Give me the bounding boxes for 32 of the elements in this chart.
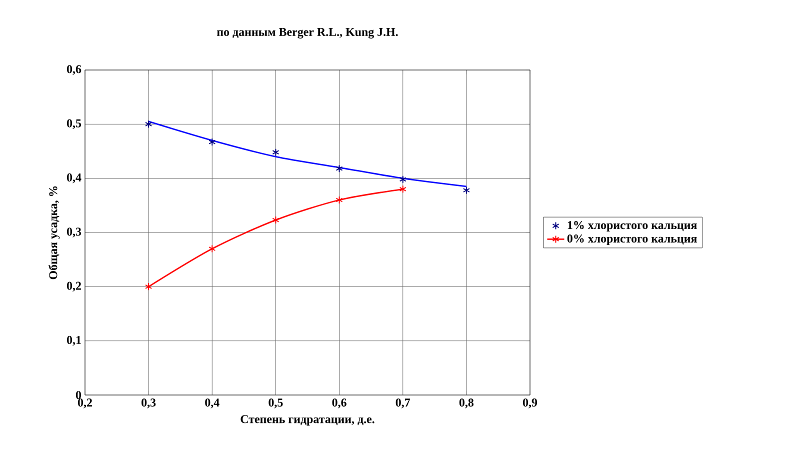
point — [399, 185, 406, 194]
point — [462, 186, 470, 194]
y-axis-title: Общая усадка, % — [48, 186, 60, 280]
y-tick-label: 0,5 — [66, 119, 82, 130]
x-tick-label: 0,7 — [396, 398, 410, 408]
y-tick-label: 0,2 — [66, 282, 81, 292]
x-tick-label: 0,8 — [459, 398, 474, 408]
point — [272, 148, 280, 156]
y-tick-label: 0,3 — [66, 228, 82, 238]
point — [145, 282, 152, 291]
point — [208, 138, 216, 146]
point — [336, 164, 343, 173]
legend-label: 1% хлористого кальция — [568, 221, 697, 232]
y-tick-label: 0 — [76, 390, 82, 400]
legend-label: 0% хлористого кальция — [567, 234, 697, 245]
point — [208, 244, 216, 253]
x-tick-label: 0,6 — [332, 398, 346, 408]
point — [336, 196, 343, 204]
line-series — [148, 120, 468, 188]
y-tick-label: 0,1 — [66, 336, 81, 346]
x-tick-label: 0,4 — [205, 398, 220, 408]
point — [399, 175, 406, 184]
y-tick-label: 0,6 — [66, 65, 82, 75]
x-tick-label: 0,3 — [142, 398, 156, 408]
x-tick-label: 0,9 — [522, 398, 538, 408]
point — [145, 120, 152, 128]
chart-title: по данным Berger R.L., Kung J.H. — [216, 28, 398, 39]
x-axis-title: Степень гидратации, д.е. — [240, 415, 374, 426]
point — [272, 216, 280, 224]
x-tick-label: 0,2 — [78, 398, 92, 408]
y-tick-label: 0,4 — [66, 173, 82, 184]
x-tick-label: 0,5 — [268, 398, 283, 408]
